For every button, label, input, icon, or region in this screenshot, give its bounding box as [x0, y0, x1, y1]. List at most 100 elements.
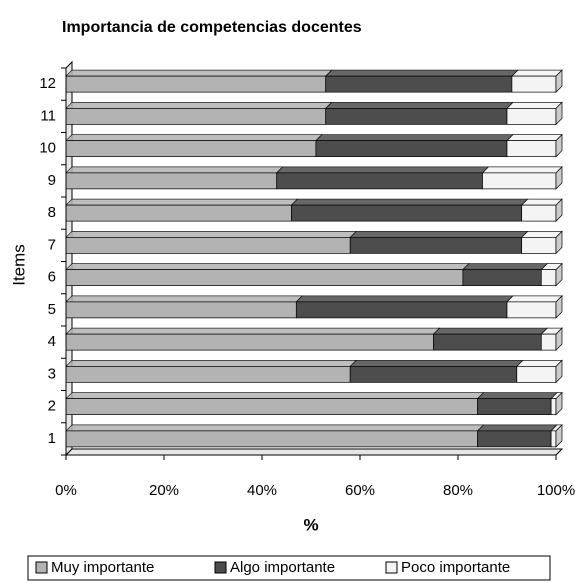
bar-depth: [65, 327, 441, 335]
x-tick-label: 80%: [443, 482, 473, 499]
bar: [65, 172, 278, 190]
bar-depth: [349, 231, 529, 238]
bar-side: [555, 391, 563, 416]
bar-depth: [506, 295, 563, 303]
y-tick-label: 5: [48, 301, 56, 318]
y-tick-label: 11: [40, 107, 56, 124]
bar: [65, 237, 351, 254]
bar-depth: [65, 360, 358, 367]
y-tick-label: 10: [39, 140, 56, 157]
bar: [315, 140, 508, 157]
bar: [65, 333, 434, 351]
bar-depth: [462, 263, 549, 270]
y-tick-label: 9: [48, 172, 56, 189]
bar: [65, 398, 478, 415]
bar: [550, 430, 557, 448]
bar-depth: [65, 69, 333, 77]
bar-depth: [506, 134, 563, 141]
bar: [65, 140, 317, 157]
bar-side: [555, 69, 563, 93]
bar-side: [555, 230, 563, 255]
bar-depth: [65, 198, 299, 206]
y-tick-label: 6: [48, 269, 56, 286]
bar-depth: [515, 360, 563, 367]
bar-side: [555, 166, 563, 190]
legend-swatch: [214, 561, 227, 574]
legend-label: Muy importante: [51, 559, 154, 576]
bar: [349, 237, 523, 254]
bar: [65, 75, 327, 93]
bar: [65, 108, 327, 125]
bar-depth: [481, 166, 563, 174]
bar-depth: [275, 166, 490, 174]
bar-depth: [349, 360, 524, 367]
bar: [506, 301, 557, 319]
bar-side: [555, 327, 563, 351]
x-tick-label: 100%: [537, 482, 575, 499]
bar: [65, 301, 297, 319]
y-axis-label: Items: [9, 244, 28, 286]
y-tick-label: 3: [48, 365, 56, 382]
bar-depth: [65, 166, 284, 174]
floor: [64, 448, 564, 456]
bar-side: [555, 424, 563, 448]
bar-side: [555, 133, 563, 158]
x-tick-label: 0%: [55, 482, 77, 499]
bar: [482, 172, 557, 190]
bar: [477, 398, 552, 415]
bar-side: [555, 359, 563, 384]
bar: [276, 172, 483, 190]
bar: [516, 366, 557, 383]
y-tick-label: 12: [39, 75, 56, 92]
x-tick-label: 60%: [345, 482, 375, 499]
bar-side: [555, 295, 563, 319]
bar: [550, 398, 557, 415]
bar: [325, 75, 513, 93]
bar-depth: [324, 102, 514, 109]
bar-depth: [65, 295, 304, 303]
bar-depth: [520, 231, 563, 238]
bar-depth: [432, 327, 549, 335]
y-tick-label: 1: [48, 430, 56, 447]
bar-depth: [295, 295, 514, 303]
bar-depth: [476, 392, 558, 399]
bar: [462, 269, 542, 286]
bar-side: [555, 262, 563, 287]
chart-title: Importancia de competencias docentes: [62, 19, 362, 36]
bar: [521, 237, 557, 254]
bar-depth: [65, 392, 485, 399]
y-tick-label: 8: [48, 204, 56, 221]
bar-depth: [511, 69, 563, 77]
bar-depth: [290, 198, 529, 206]
bar-side: [555, 198, 563, 222]
bar: [433, 333, 542, 351]
bar-depth: [520, 198, 563, 206]
bar: [506, 140, 557, 157]
legend-box: [27, 555, 551, 581]
legend-label: Poco importante: [401, 559, 510, 576]
legend-swatch: [385, 561, 398, 574]
bar: [295, 301, 508, 319]
bar-side: [555, 101, 563, 126]
y-tick-label: 4: [48, 333, 56, 350]
legend-label: Algo importante: [230, 559, 335, 576]
bar: [540, 269, 557, 286]
bar: [349, 366, 518, 383]
bar-depth: [476, 424, 558, 432]
bar: [325, 108, 508, 125]
bar: [65, 204, 292, 222]
bar-depth: [65, 102, 333, 109]
y-tick-label: 7: [48, 236, 56, 253]
bar-depth: [315, 134, 514, 141]
bar-depth: [324, 69, 519, 77]
bar-depth: [65, 231, 358, 238]
bar-depth: [65, 263, 470, 270]
x-tick-label: 20%: [149, 482, 179, 499]
y-tick-label: 2: [48, 398, 56, 415]
bar: [65, 366, 351, 383]
legend-swatch: [35, 561, 48, 574]
bar: [506, 108, 557, 125]
bar: [540, 333, 557, 351]
bar-depth: [65, 424, 485, 432]
